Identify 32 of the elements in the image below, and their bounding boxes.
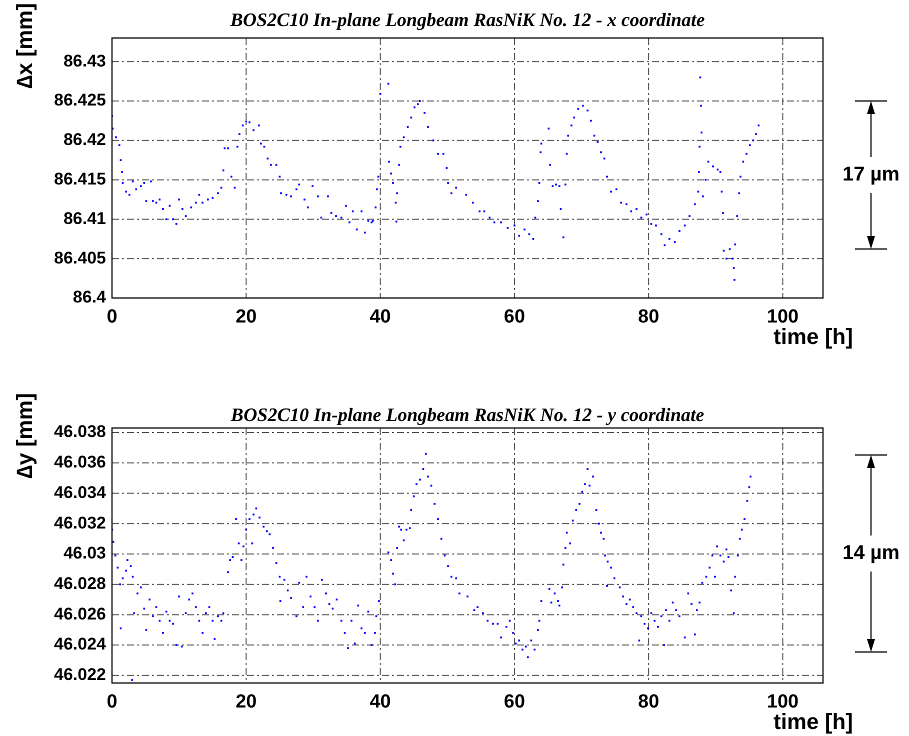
y-tick-label: 46.034 <box>54 482 107 502</box>
y-tick-label: 46.036 <box>54 452 106 472</box>
x-tick-label: 80 <box>638 306 660 328</box>
text: 14 µm <box>842 542 900 564</box>
y-tick-label: 46.026 <box>54 604 106 624</box>
y-tick-label: 46.03 <box>63 544 106 563</box>
x-tick-label: 60 <box>504 306 526 328</box>
chart-title: BOS2C10 In-plane Longbeam RasNiK No. 12 - y coordinate <box>230 405 705 426</box>
y-tick-label: 86.43 <box>63 51 106 70</box>
y-tick-label: 46.022 <box>54 665 106 684</box>
x-tick-label: 60 <box>504 692 526 713</box>
x-tick-label: 0 <box>106 692 118 713</box>
y-tick-label: 46.032 <box>54 513 106 532</box>
y-tick-label: 46.024 <box>54 634 107 654</box>
x-tick-label: 80 <box>638 692 660 713</box>
text: 17 µm <box>842 164 900 186</box>
y-tick-label: 86.415 <box>54 170 106 189</box>
y-tick-label: 46.038 <box>54 422 106 442</box>
x-tick-label: 40 <box>370 306 391 328</box>
y-tick-label: 86.42 <box>63 130 106 150</box>
x-tick-label: 40 <box>370 692 391 713</box>
y-tick-label: 86.41 <box>63 208 106 228</box>
y-tick-label: 86.425 <box>54 90 106 110</box>
x-tick-label: 20 <box>236 306 257 328</box>
y-axis-title: ∆y [mm] <box>12 393 38 479</box>
y-axis-title: ∆x [mm] <box>12 3 38 89</box>
chart-title: BOS2C10 In-plane Longbeam RasNiK No. 12 - x coordinate <box>229 10 706 31</box>
y-tick-label: 86.405 <box>54 248 106 268</box>
x-tick-label: 20 <box>236 692 257 713</box>
y-tick-label: 46.028 <box>54 574 106 594</box>
y-tick-label: 86.4 <box>72 288 107 307</box>
x-tick-label: 0 <box>106 306 118 328</box>
